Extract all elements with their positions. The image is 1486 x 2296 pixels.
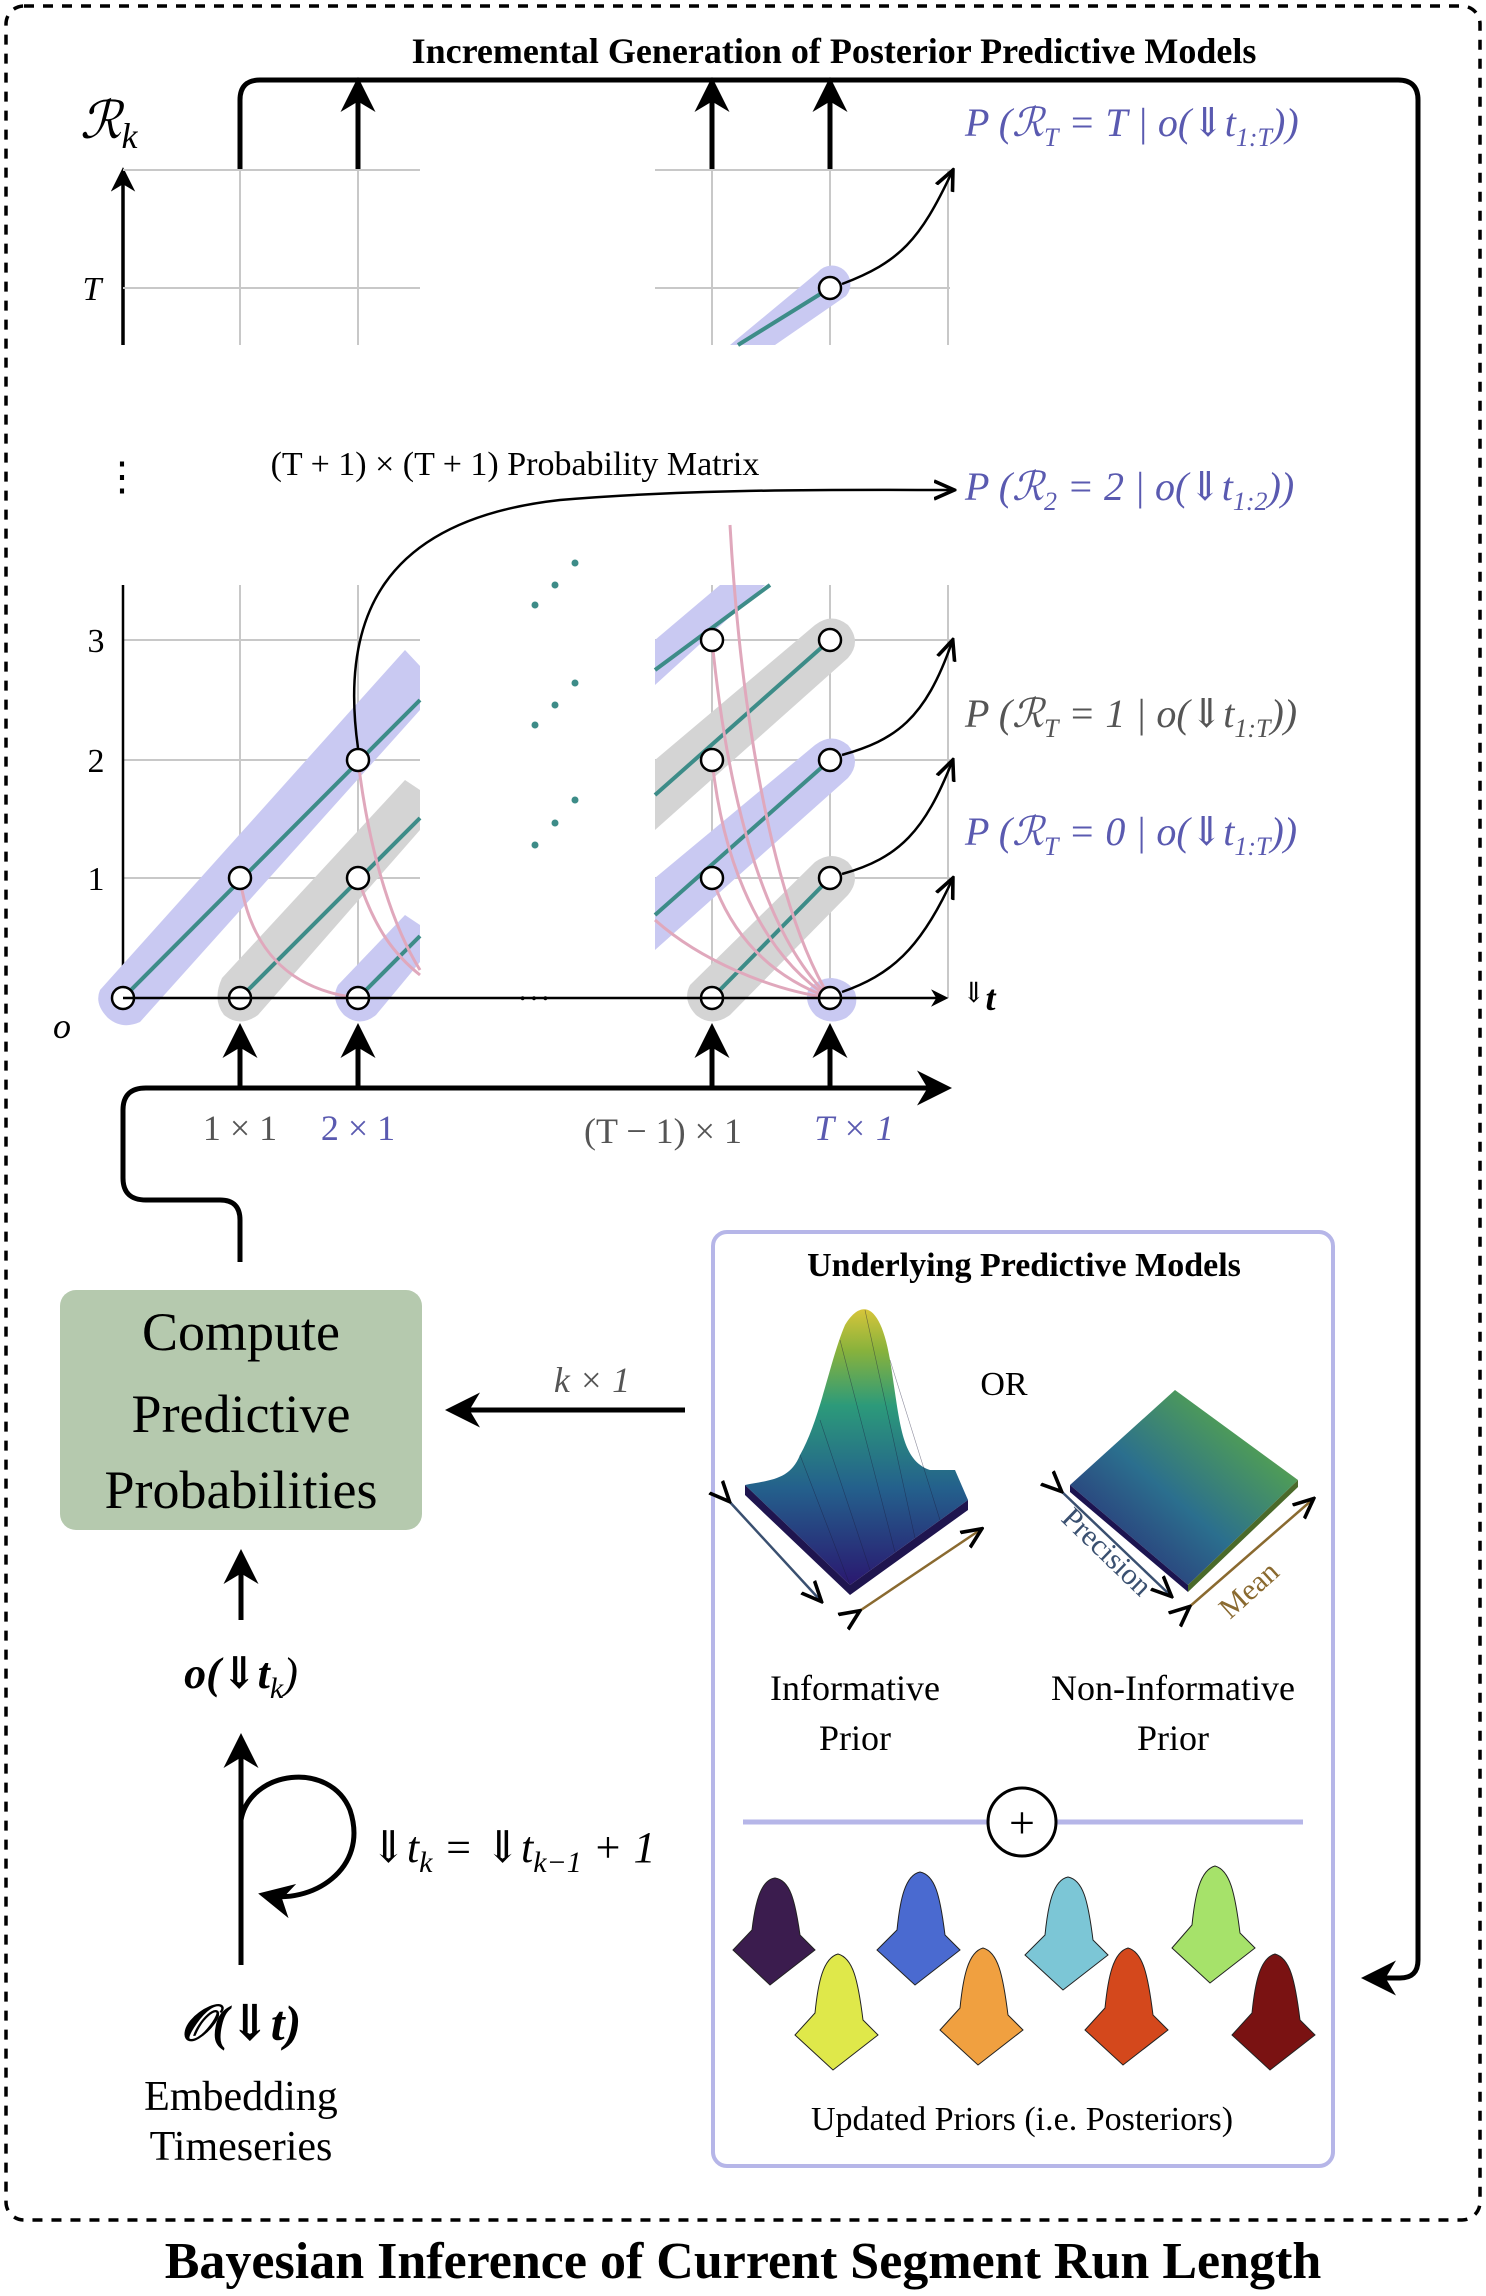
band-left-gray-1: [217, 780, 420, 1022]
label-1x1: 1 × 1: [203, 1108, 277, 1148]
noninformative-label-1: Non-Informative: [1051, 1668, 1295, 1708]
t-row-label: T: [83, 271, 104, 308]
posterior-surface-6: [939, 1947, 1024, 2066]
or-label: OR: [980, 1366, 1028, 1403]
posterior-surface-2: [876, 1871, 961, 1986]
recurrence-loop: [238, 1774, 357, 1919]
vdots: ⋮: [102, 454, 142, 499]
curve-arrow-r-t-1: [841, 642, 952, 757]
posterior-surface-4: [1171, 1865, 1256, 1984]
top-curve-arrow: [841, 172, 952, 286]
footer-title: Bayesian Inference of Current Segment Ru…: [165, 2233, 1322, 2290]
band-right-gray-1: [655, 618, 855, 830]
svg-text:P (ℛT = 1 | o(⇓t1:T)): P (ℛT = 1 | o(⇓t1:T)): [964, 691, 1297, 743]
pink-curves-right: [654, 524, 832, 1000]
posterior-surface-1: [732, 1877, 816, 1986]
t-axis-label: ⇓t: [962, 978, 996, 1018]
teal-lines-left: [121, 698, 422, 1000]
updated-prior-surfaces: [732, 1865, 1316, 2071]
pink-curves-left: [238, 759, 422, 1000]
informative-prior-surface: [728, 1309, 980, 1612]
timeseries-line-1: Embedding: [144, 2074, 338, 2120]
precision-arrow-inf: [728, 1500, 820, 1600]
compute-box: [60, 1290, 422, 1530]
svg-text:P (ℛT = T | o(⇓t1:T)): P (ℛT = T | o(⇓t1:T)): [964, 100, 1299, 152]
compute-line-2: Predictive: [132, 1384, 351, 1444]
noninformative-prior-surface: [1060, 1390, 1312, 1608]
tick-2: 2: [88, 743, 105, 780]
obs-label: o(⇓tk): [184, 1649, 298, 1705]
plus-sign: +: [1009, 1797, 1035, 1848]
compute-line-1: Compute: [142, 1302, 340, 1362]
compute-line-3: Probabilities: [105, 1460, 378, 1520]
middle-diagonal-dots: [531, 559, 579, 849]
band-right-purple-2: [655, 738, 855, 950]
bottom-distribution-line: [120, 1070, 952, 1262]
curve-arrow-r2: [352, 490, 952, 749]
matrix-label: (T + 1) × (T + 1) Probability Matrix: [271, 446, 760, 483]
noninformative-label-2: Prior: [1137, 1718, 1209, 1758]
informative-label-2: Prior: [819, 1718, 891, 1758]
rk-axis-label: ℛk: [80, 93, 139, 156]
prob-zero: P (ℛT = 0 | o(⇓t1:T)): [964, 809, 1297, 861]
svg-text:P (ℛT = 0 | o(⇓t1:T)): P (ℛT = 0 | o(⇓t1:T)): [964, 809, 1297, 861]
prob-top: P (ℛT = T | o(⇓t1:T)): [964, 100, 1299, 152]
k-by-one-label: k × 1: [554, 1360, 630, 1400]
plus-circle: [986, 1786, 1058, 1858]
top-grid-left: [123, 169, 420, 345]
label-2x1: 2 × 1: [321, 1108, 395, 1148]
top-node: [817, 275, 843, 301]
band-left-purple-2: [335, 915, 420, 1022]
hdots: …: [517, 971, 551, 1008]
models-title: Underlying Predictive Models: [807, 1247, 1241, 1284]
label-tminus-x1: (T − 1) × 1: [584, 1111, 742, 1151]
recurrence-label: ⇓tk = ⇓tk−1 + 1: [370, 1823, 655, 1879]
svg-text:P (ℛ2 = 2 | o(⇓t1:2)): P (ℛ2 = 2 | o(⇓t1:2)): [964, 464, 1294, 516]
mean-arrow-noninf: [1188, 1500, 1312, 1608]
header-title: Incremental Generation of Posterior Pred…: [412, 31, 1257, 71]
prob-one: P (ℛT = 1 | o(⇓t1:T)): [964, 691, 1297, 743]
posterior-surface-5: [794, 1953, 879, 2071]
label-tx1: T × 1: [814, 1108, 894, 1148]
precision-arrow-noninf: [1060, 1490, 1170, 1595]
tick-3: 3: [88, 623, 105, 660]
curve-arrow-r-t-0-a: [841, 880, 952, 994]
top-teal-line: [736, 286, 832, 347]
outer-dashed-frame: [4, 4, 1482, 2222]
informative-label-1: Informative: [770, 1668, 940, 1708]
posterior-surface-7: [1084, 1947, 1169, 2066]
prob-two: P (ℛ2 = 2 | o(⇓t1:2)): [964, 464, 1294, 516]
band-left-purple-1: [98, 650, 420, 1026]
timeseries-line-2: Timeseries: [150, 2124, 333, 2170]
origin-label: o: [53, 1006, 71, 1046]
mean-arrow-inf: [858, 1530, 980, 1612]
timeseries-symbol: 𝒪(⇓t): [181, 1995, 302, 2051]
posterior-surface-3: [1024, 1876, 1109, 1991]
posterior-surface-8: [1231, 1953, 1316, 2071]
feedback-loop-line: [237, 77, 1421, 1996]
updated-priors-label: Updated Priors (i.e. Posteriors): [811, 2101, 1233, 2138]
tick-1: 1: [88, 861, 105, 898]
curve-arrow-r-t-0-b: [841, 762, 952, 876]
